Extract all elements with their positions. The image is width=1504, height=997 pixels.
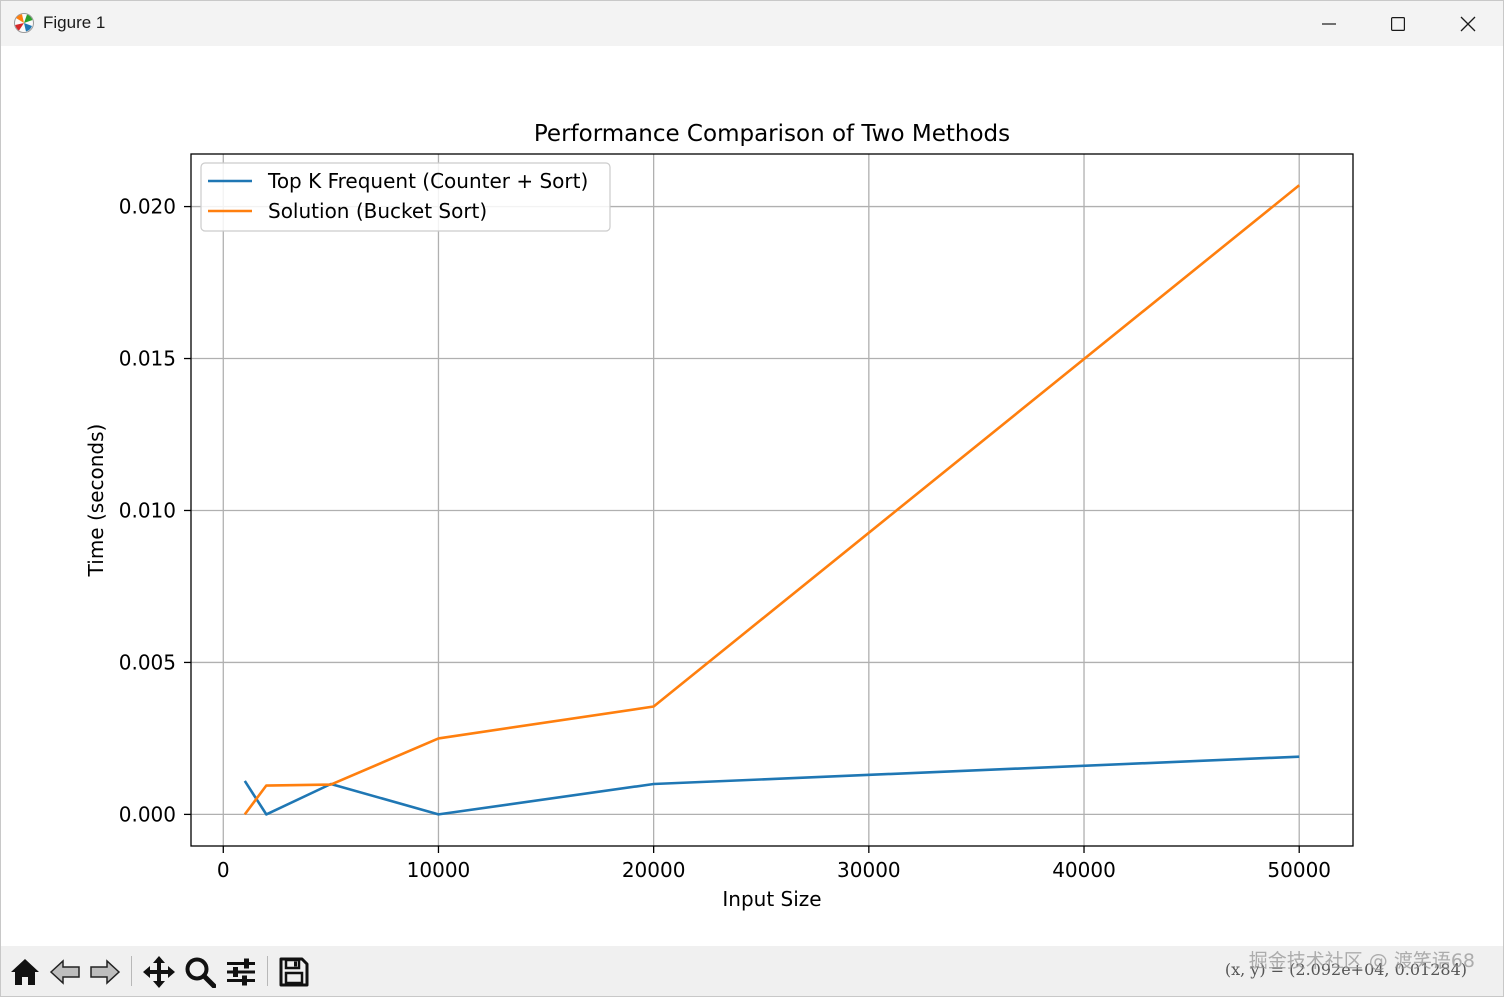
navigation-toolbar: (x, y) = (2.092e+04, 0.01284) 掘金技术社区 @ 渡… (1, 946, 1503, 996)
x-tick-label: 10000 (407, 858, 471, 882)
x-tick-label: 40000 (1052, 858, 1116, 882)
home-icon (11, 959, 39, 985)
configure-subplots-button[interactable] (223, 954, 259, 990)
close-icon (1460, 16, 1476, 31)
zoom-button[interactable] (182, 954, 218, 990)
zoom-icon (185, 957, 216, 988)
y-tick-label: 0.000 (119, 802, 176, 826)
legend-label: Top K Frequent (Counter + Sort) (267, 169, 588, 193)
matplotlib-app-icon (14, 13, 34, 33)
y-tick-label: 0.005 (119, 650, 176, 674)
x-tick-label: 20000 (622, 858, 686, 882)
maximize-icon (1391, 16, 1405, 31)
legend: Top K Frequent (Counter + Sort) Solution … (200, 162, 611, 232)
toolbar-separator (131, 956, 132, 986)
x-axis-label: Input Size (722, 887, 821, 911)
minimize-icon (1322, 22, 1336, 25)
minimize-button[interactable] (1294, 1, 1364, 46)
chart-title: Performance Comparison of Two Methods (534, 121, 1010, 147)
x-tick-label: 0 (217, 858, 230, 882)
y-tick-label: 0.015 (119, 347, 176, 371)
forward-arrow-icon (90, 959, 121, 985)
cursor-coordinates: (x, y) = (2.092e+04, 0.01284) (1224, 960, 1467, 979)
configure-subplots-icon (227, 958, 255, 986)
watermark-text: 掘金技术社区 @ 渡笑语68 (1248, 950, 1475, 972)
x-tick-label: 50000 (1267, 858, 1331, 882)
y-axis-label: Time (seconds) (84, 424, 108, 578)
back-button[interactable] (47, 954, 83, 990)
forward-button[interactable] (87, 954, 123, 990)
legend-box (200, 162, 611, 232)
series-line-1 (243, 755, 1300, 816)
line-chart: 0 10000 20000 30000 40000 50000 0.000 0.005 0.01… (84, 121, 1354, 911)
x-tick-label: 30000 (837, 858, 901, 882)
save-button[interactable] (276, 954, 312, 990)
y-tick-label: 0.010 (119, 498, 176, 522)
close-button[interactable] (1433, 1, 1503, 46)
home-button[interactable] (7, 954, 43, 990)
series-line-2 (243, 184, 1301, 816)
pan-icon (143, 956, 175, 988)
window-title: Figure 1 (43, 13, 106, 32)
y-tick-label: 0.020 (119, 195, 176, 219)
figure-canvas[interactable]: 0 10000 20000 30000 40000 50000 0.000 0.005 0.01… (1, 46, 1503, 946)
save-icon (279, 957, 309, 987)
back-arrow-icon (49, 959, 80, 985)
legend-label: Solution (Bucket Sort) (268, 199, 487, 223)
title-bar[interactable]: Figure 1 (1, 1, 1503, 46)
maximize-button[interactable] (1363, 1, 1433, 46)
pan-button[interactable] (141, 954, 177, 990)
plot-frame (190, 153, 1354, 847)
toolbar-separator (267, 956, 268, 986)
